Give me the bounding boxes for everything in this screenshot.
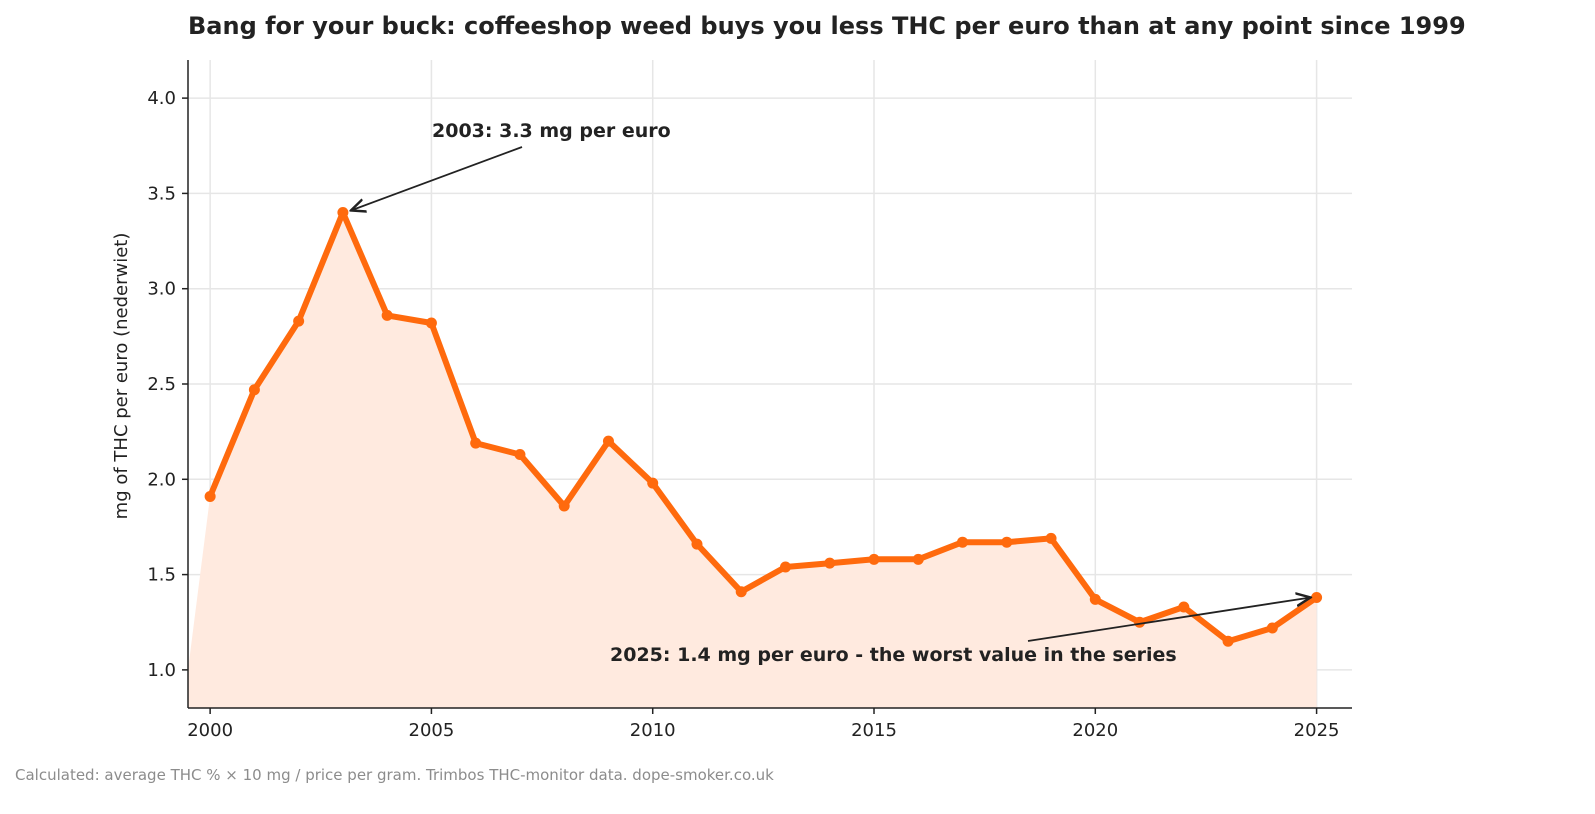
data-point-2006 (470, 437, 482, 449)
source-note: Calculated: average THC % × 10 mg / pric… (15, 766, 774, 784)
data-point-2007 (514, 449, 526, 461)
data-point-2008 (558, 500, 570, 512)
annotation-arrow-1 (1027, 597, 1311, 642)
series-markers (204, 206, 1323, 647)
data-point-2011 (691, 538, 703, 550)
data-point-2023 (1222, 635, 1234, 647)
annotations: 2003: 3.3 mg per euro 2025: 1.4 mg per eu… (351, 120, 1311, 666)
y-tick-label-0: 1.0 (147, 660, 176, 681)
x-tick-label-3: 2015 (851, 720, 897, 741)
y-axis-ticks: 1.0 1.5 2.0 2.5 3.0 3.5 4.0 (147, 88, 188, 681)
data-point-2020 (1089, 593, 1101, 605)
data-point-2000 (204, 490, 216, 502)
data-point-2014 (824, 557, 836, 569)
y-tick-label-4: 3.0 (147, 279, 176, 300)
x-tick-label-5: 2025 (1294, 720, 1340, 741)
data-point-2013 (779, 561, 791, 573)
series-area-fill (188, 212, 1317, 708)
y-tick-label-3: 2.5 (147, 374, 176, 395)
data-point-2010 (647, 477, 659, 489)
data-point-2009 (602, 435, 614, 447)
data-point-2017 (957, 536, 969, 548)
y-tick-label-5: 3.5 (147, 183, 176, 204)
y-tick-label-1: 1.5 (147, 565, 176, 586)
annotation-label-0: 2003: 3.3 mg per euro (432, 120, 671, 142)
data-point-2022 (1178, 601, 1190, 613)
data-point-2018 (1001, 536, 1013, 548)
data-point-2004 (381, 309, 393, 321)
data-point-2024 (1266, 622, 1278, 634)
x-axis-ticks: 2000 2005 2010 2015 2020 2025 (187, 708, 1339, 741)
data-point-2016 (912, 553, 924, 565)
data-point-2005 (425, 317, 437, 329)
y-tick-label-2: 2.0 (147, 469, 176, 490)
data-point-2002 (293, 315, 305, 327)
y-axis-label: mg of THC per euro (nederwiet) (111, 233, 132, 520)
data-point-2019 (1045, 532, 1057, 544)
annotation-label-1: 2025: 1.4 mg per euro - the worst value … (610, 644, 1177, 666)
x-tick-label-2: 2010 (630, 720, 676, 741)
chart-title: Bang for your buck: coffeeshop weed buys… (188, 12, 1466, 40)
annotation-arrow-0 (351, 146, 523, 210)
data-point-2025 (1311, 591, 1323, 603)
series-line (207, 209, 1320, 645)
x-tick-label-0: 2000 (187, 720, 233, 741)
x-tick-label-4: 2020 (1072, 720, 1118, 741)
data-point-2021 (1134, 616, 1146, 628)
y-tick-label-6: 4.0 (147, 88, 176, 109)
data-point-2015 (868, 553, 880, 565)
data-point-2012 (735, 586, 747, 598)
data-point-2003 (337, 206, 349, 218)
data-point-2001 (248, 384, 260, 396)
x-tick-label-1: 2005 (409, 720, 455, 741)
